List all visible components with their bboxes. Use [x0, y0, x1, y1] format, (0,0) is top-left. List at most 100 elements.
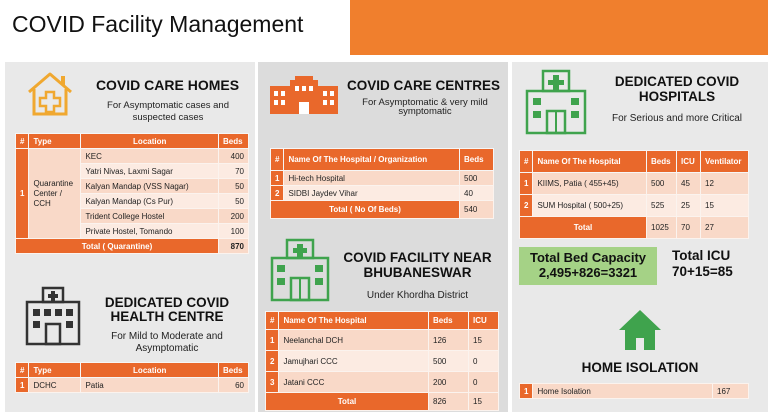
hospitals-table: # Name Of The Hospital Beds ICU Ventilat… [518, 150, 749, 239]
care-homes-table: # Type Location Beds 1 Quarantine Center… [14, 133, 249, 254]
location-cell: Yatri Nivas, Laxmi Sagar [80, 163, 219, 179]
near-bbsr-title-1: COVID FACILITY NEAR [343, 250, 492, 265]
total-label: Total [519, 216, 647, 239]
hospital-building-icon [25, 286, 81, 346]
col-icu: ICU [468, 311, 499, 330]
row-index: 1 [518, 383, 534, 399]
near-bbsr-table: # Name Of The Hospital Beds ICU 1 Neelan… [264, 311, 499, 411]
col-index: # [14, 362, 30, 378]
col-type: Type [28, 133, 82, 149]
total-beds: 826 [428, 392, 469, 411]
value-cell: 167 [712, 383, 749, 399]
row-index: 3 [264, 371, 280, 393]
row-index: 1 [14, 377, 30, 393]
location-cell: Kalyan Mandap (Cs Pur) [80, 193, 219, 209]
col-beds: Beds [218, 362, 249, 378]
name-cell: KIIMS, Patia ( 455+45) [532, 172, 647, 195]
care-centres-subtitle-1: For Asymptomatic & very mild [362, 97, 488, 108]
col-name: Name Of The Hospital [278, 311, 429, 330]
beds-cell: 70 [218, 163, 249, 179]
row-index: 1 [518, 172, 534, 195]
beds-cell: 200 [428, 371, 469, 393]
icu-cell: 0 [468, 350, 499, 372]
type-cell: DCHC [28, 377, 82, 393]
col-beds: Beds [646, 150, 677, 173]
total-beds: 540 [459, 200, 494, 219]
total-bed-capacity-box: Total Bed Capacity 2,495+826=3321 [519, 247, 657, 285]
col-icu: ICU [676, 150, 701, 173]
page-title: COVID Facility Management [12, 11, 304, 37]
beds-cell: 126 [428, 329, 469, 351]
care-centre-building-icon [270, 76, 338, 114]
hospitals-title-1: DEDICATED COVID [614, 74, 740, 89]
name-cell: Jatani CCC [278, 371, 429, 393]
care-centres-table: # Name Of The Hospital / Organization Be… [269, 148, 494, 219]
name-cell: SUM Hospital ( 500+25) [532, 194, 647, 217]
total-icu-value: 70+15=85 [672, 264, 733, 279]
name-cell: Neelanchal DCH [278, 329, 429, 351]
icu-cell: 25 [676, 194, 701, 217]
title-box: COVID Facility Management [0, 0, 350, 55]
beds-cell: 50 [218, 193, 249, 209]
beds-cell: 100 [218, 223, 249, 239]
care-centres-subtitle-2: symptomatic [398, 106, 452, 117]
col-index: # [269, 148, 285, 171]
col-beds: Beds [459, 148, 494, 171]
name-cell: Jamujhari CCC [278, 350, 429, 372]
home-isolation-table: 1 Home Isolation 167 [518, 383, 749, 399]
row-index: 1 [14, 148, 30, 239]
col-location: Location [80, 133, 219, 149]
hospitals-subtitle: For Serious and more Critical [611, 113, 743, 124]
name-cell: Home Isolation [532, 383, 713, 399]
total-bed-capacity-value: 2,495+826=3321 [538, 265, 638, 280]
hospitals-title-2: HOSPITALS [638, 89, 716, 104]
row-index: 2 [518, 194, 534, 217]
name-cell: Hi-tech Hospital [283, 170, 460, 186]
beds-cell: 500 [428, 350, 469, 372]
health-centre-table: # Type Location Beds 1 DCHC Patia 60 [14, 362, 249, 393]
health-centre-subtitle-2: Asymptomatic [135, 343, 199, 354]
beds-cell: 200 [218, 208, 249, 224]
near-bbsr-title-2: BHUBANESWAR [363, 265, 472, 280]
beds-cell: 40 [459, 185, 494, 201]
col-location: Location [80, 362, 219, 378]
total-beds: 870 [218, 238, 249, 254]
col-name: Name Of The Hospital / Organization [283, 148, 460, 171]
col-ventilator: Ventilator [700, 150, 749, 173]
total-ventilator: 27 [700, 216, 749, 239]
health-centre-subtitle-1: For Mild to Moderate and [111, 331, 223, 342]
col-beds: Beds [428, 311, 469, 330]
col-type: Type [28, 362, 82, 378]
house-icon [619, 310, 661, 350]
health-centre-title-2: HEALTH CENTRE [110, 309, 224, 324]
total-label: Total [265, 392, 429, 411]
care-centres-title: COVID CARE CENTRES [346, 78, 500, 93]
beds-cell: 400 [218, 148, 249, 164]
icu-cell: 0 [468, 371, 499, 393]
beds-cell: 50 [218, 178, 249, 194]
row-index: 1 [264, 329, 280, 351]
care-homes-subtitle: For Asymptomatic cases and suspected cas… [107, 100, 229, 123]
col-index: # [14, 133, 30, 149]
name-cell: SIDBI Jaydev Vihar [283, 185, 460, 201]
col-index: # [264, 311, 280, 330]
location-cell: Patia [80, 377, 219, 393]
row-index: 2 [264, 350, 280, 372]
row-index: 2 [269, 185, 285, 201]
icu-cell: 15 [468, 329, 499, 351]
beds-cell: 500 [646, 172, 677, 195]
total-icu: 70 [676, 216, 701, 239]
beds-cell: 500 [459, 170, 494, 186]
total-icu: 15 [468, 392, 499, 411]
ventilator-cell: 12 [700, 172, 749, 195]
location-cell: KEC [80, 148, 219, 164]
near-bbsr-subtitle: Under Khordha District [366, 290, 469, 301]
col-beds: Beds [218, 133, 249, 149]
col-index: # [518, 150, 534, 173]
col-name: Name Of The Hospital [532, 150, 647, 173]
type-cell: Quarantine Center / CCH [28, 148, 82, 239]
total-beds: 1025 [646, 216, 677, 239]
home-icon [28, 72, 72, 116]
beds-cell: 60 [218, 377, 249, 393]
location-cell: Private Hostel, Tomando [80, 223, 219, 239]
